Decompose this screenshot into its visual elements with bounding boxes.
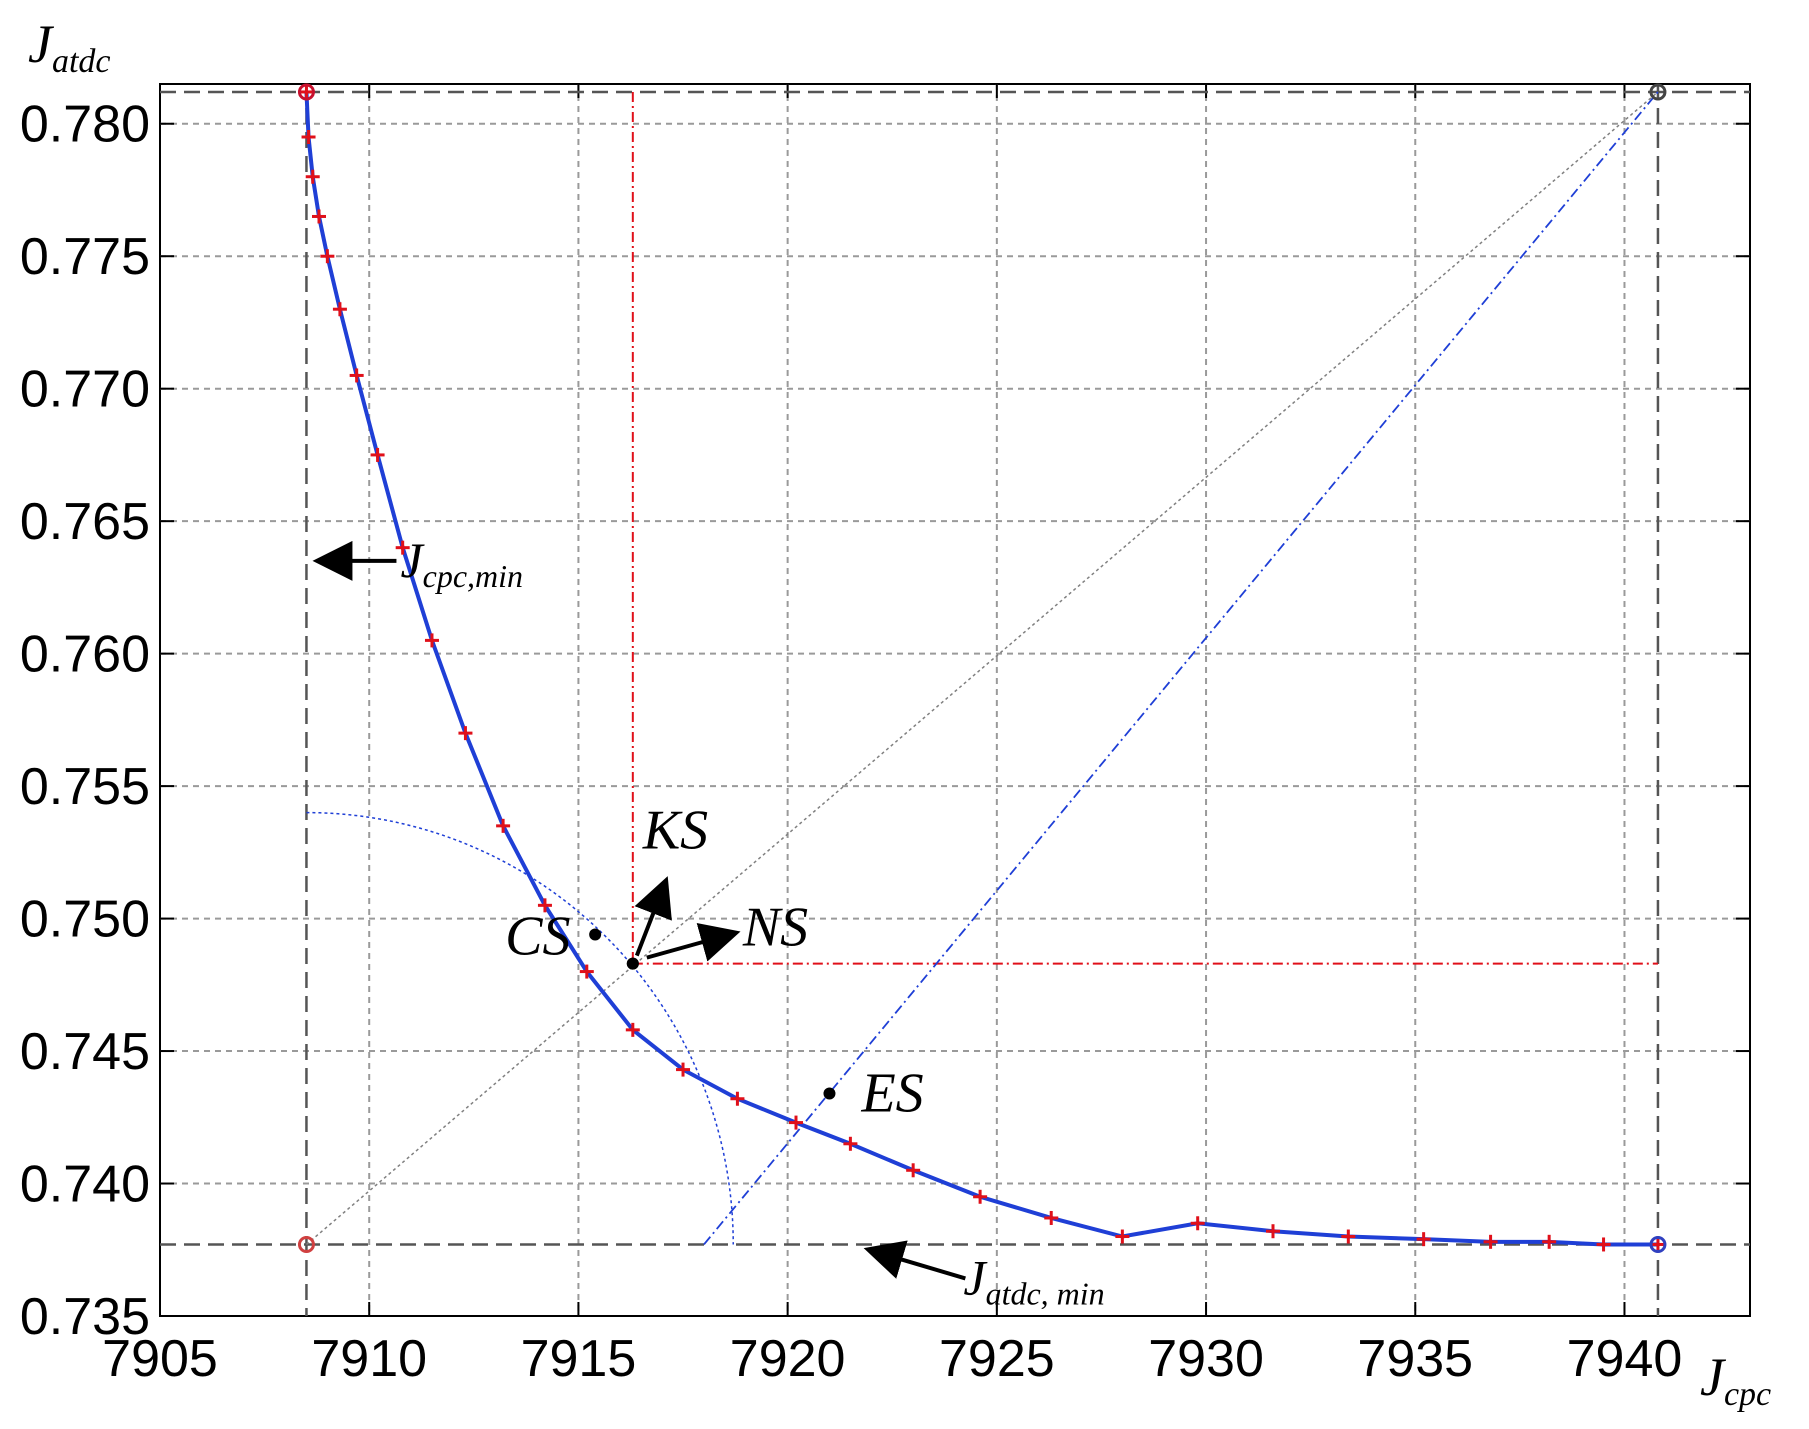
utopia-nadir-line: [305, 91, 1659, 1246]
es-label: ES: [860, 1062, 923, 1124]
y-tick-label: 0.745: [20, 1023, 150, 1081]
corner-point: [297, 1235, 315, 1253]
y-tick-label: 0.740: [20, 1156, 150, 1214]
x-tick-label: 7905: [102, 1330, 218, 1388]
grid: [159, 84, 1750, 1317]
jcpc-min-label: Jcpc,min: [400, 532, 523, 594]
y-tick-label: 0.780: [20, 96, 150, 154]
y-tick-label: 0.765: [20, 493, 150, 551]
x-axis-label: Jcpc: [1700, 1347, 1771, 1413]
point-cs: [589, 928, 602, 941]
y-tick-label: 0.735: [20, 1288, 150, 1346]
ns-arrow: [646, 922, 741, 962]
x-tick-label: 7925: [939, 1330, 1055, 1388]
reference-lines: [160, 84, 1750, 1316]
y-tick-label: 0.770: [20, 361, 150, 419]
point-ns: [626, 957, 639, 970]
jatdc-min-label: Jatdc, min: [963, 1249, 1104, 1311]
x-tick-label: 7940: [1567, 1330, 1683, 1388]
compromise-arc: [306, 811, 734, 1245]
annotations: KS CS NS ES Jcpc,min Jatdc, min: [312, 532, 1105, 1311]
pareto-front: [299, 84, 1665, 1252]
ns-label: NS: [742, 897, 808, 959]
x-tick-label: 7915: [521, 1330, 637, 1388]
plot-area: [159, 83, 1751, 1317]
cs-label: CS: [505, 905, 570, 967]
corner-point: [1649, 1235, 1667, 1253]
y-axis-label: Jatdc: [28, 14, 111, 80]
ks-label: KS: [642, 800, 708, 862]
ks-arrow: [634, 876, 672, 957]
tick-labels: 7905 7910 7915 7920 7925 7930 7935 7940 0.735 0.7…: [20, 96, 1682, 1388]
y-tick-label: 0.760: [20, 626, 150, 684]
corner-point: [297, 83, 315, 101]
x-tick-label: 7935: [1357, 1330, 1473, 1388]
y-tick-label: 0.750: [20, 891, 150, 949]
y-tick-label: 0.775: [20, 228, 150, 286]
y-tick-label: 0.755: [20, 758, 150, 816]
solution-points: [297, 83, 1667, 1253]
x-tick-label: 7910: [311, 1330, 427, 1388]
es-line: [703, 91, 1659, 1246]
point-es: [823, 1087, 836, 1100]
x-tick-label: 7920: [730, 1330, 846, 1388]
x-tick-label: 7930: [1148, 1330, 1264, 1388]
jatdc-min-arrow: [863, 1240, 966, 1281]
corner-point: [1649, 83, 1667, 101]
